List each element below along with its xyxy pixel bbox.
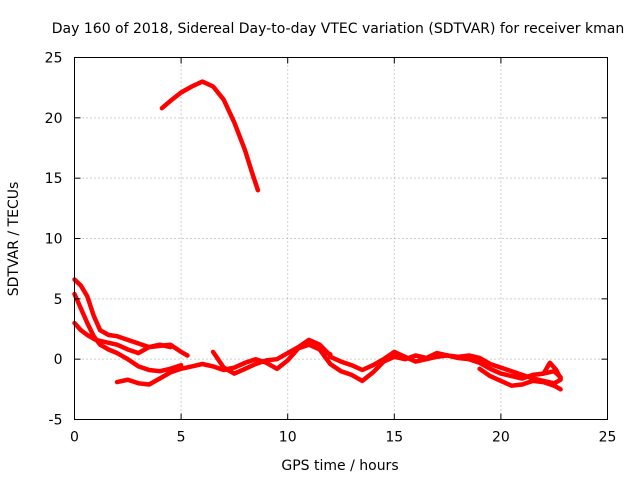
- x-tick-label: 15: [385, 430, 403, 446]
- series-line-arc-1: [72, 277, 190, 358]
- x-tick-label: 5: [177, 430, 186, 446]
- series-line-arc-10: [541, 360, 563, 381]
- x-tick-label: 25: [599, 430, 617, 446]
- x-tick-label: 10: [279, 430, 297, 446]
- series-line-arc-6: [159, 79, 261, 193]
- x-axis-title: GPS time / hours: [281, 458, 398, 474]
- y-tick-label: 0: [54, 352, 63, 368]
- y-tick-label: 10: [45, 232, 63, 248]
- x-tick-label: 20: [492, 430, 510, 446]
- y-tick-label: -5: [49, 413, 63, 429]
- grid: [74, 57, 608, 420]
- x-axis-tick-labels: 0 5 10 15 20 25: [70, 430, 616, 446]
- series-line-arc-8: [328, 349, 563, 381]
- series-line-arc-5: [210, 337, 333, 376]
- series-line-arc-3: [72, 320, 173, 356]
- series-line-arc-2: [72, 291, 184, 374]
- y-axis-title: SDTVAR / TECUs: [6, 182, 22, 297]
- plot-frame: [74, 57, 608, 420]
- series-group: [72, 79, 563, 392]
- axis-ticks: [74, 57, 608, 420]
- y-tick-label: 15: [45, 171, 63, 187]
- x-tick-label: 0: [70, 430, 79, 446]
- y-tick-label: 5: [54, 292, 63, 308]
- chart-title: Day 160 of 2018, Sidereal Day-to-day VTE…: [52, 21, 624, 37]
- y-tick-label: 25: [45, 51, 63, 67]
- y-tick-label: 20: [45, 111, 63, 127]
- y-axis-tick-labels: -5 0 5 10 15 20 25: [45, 51, 63, 429]
- series-line-arc-9: [477, 366, 563, 392]
